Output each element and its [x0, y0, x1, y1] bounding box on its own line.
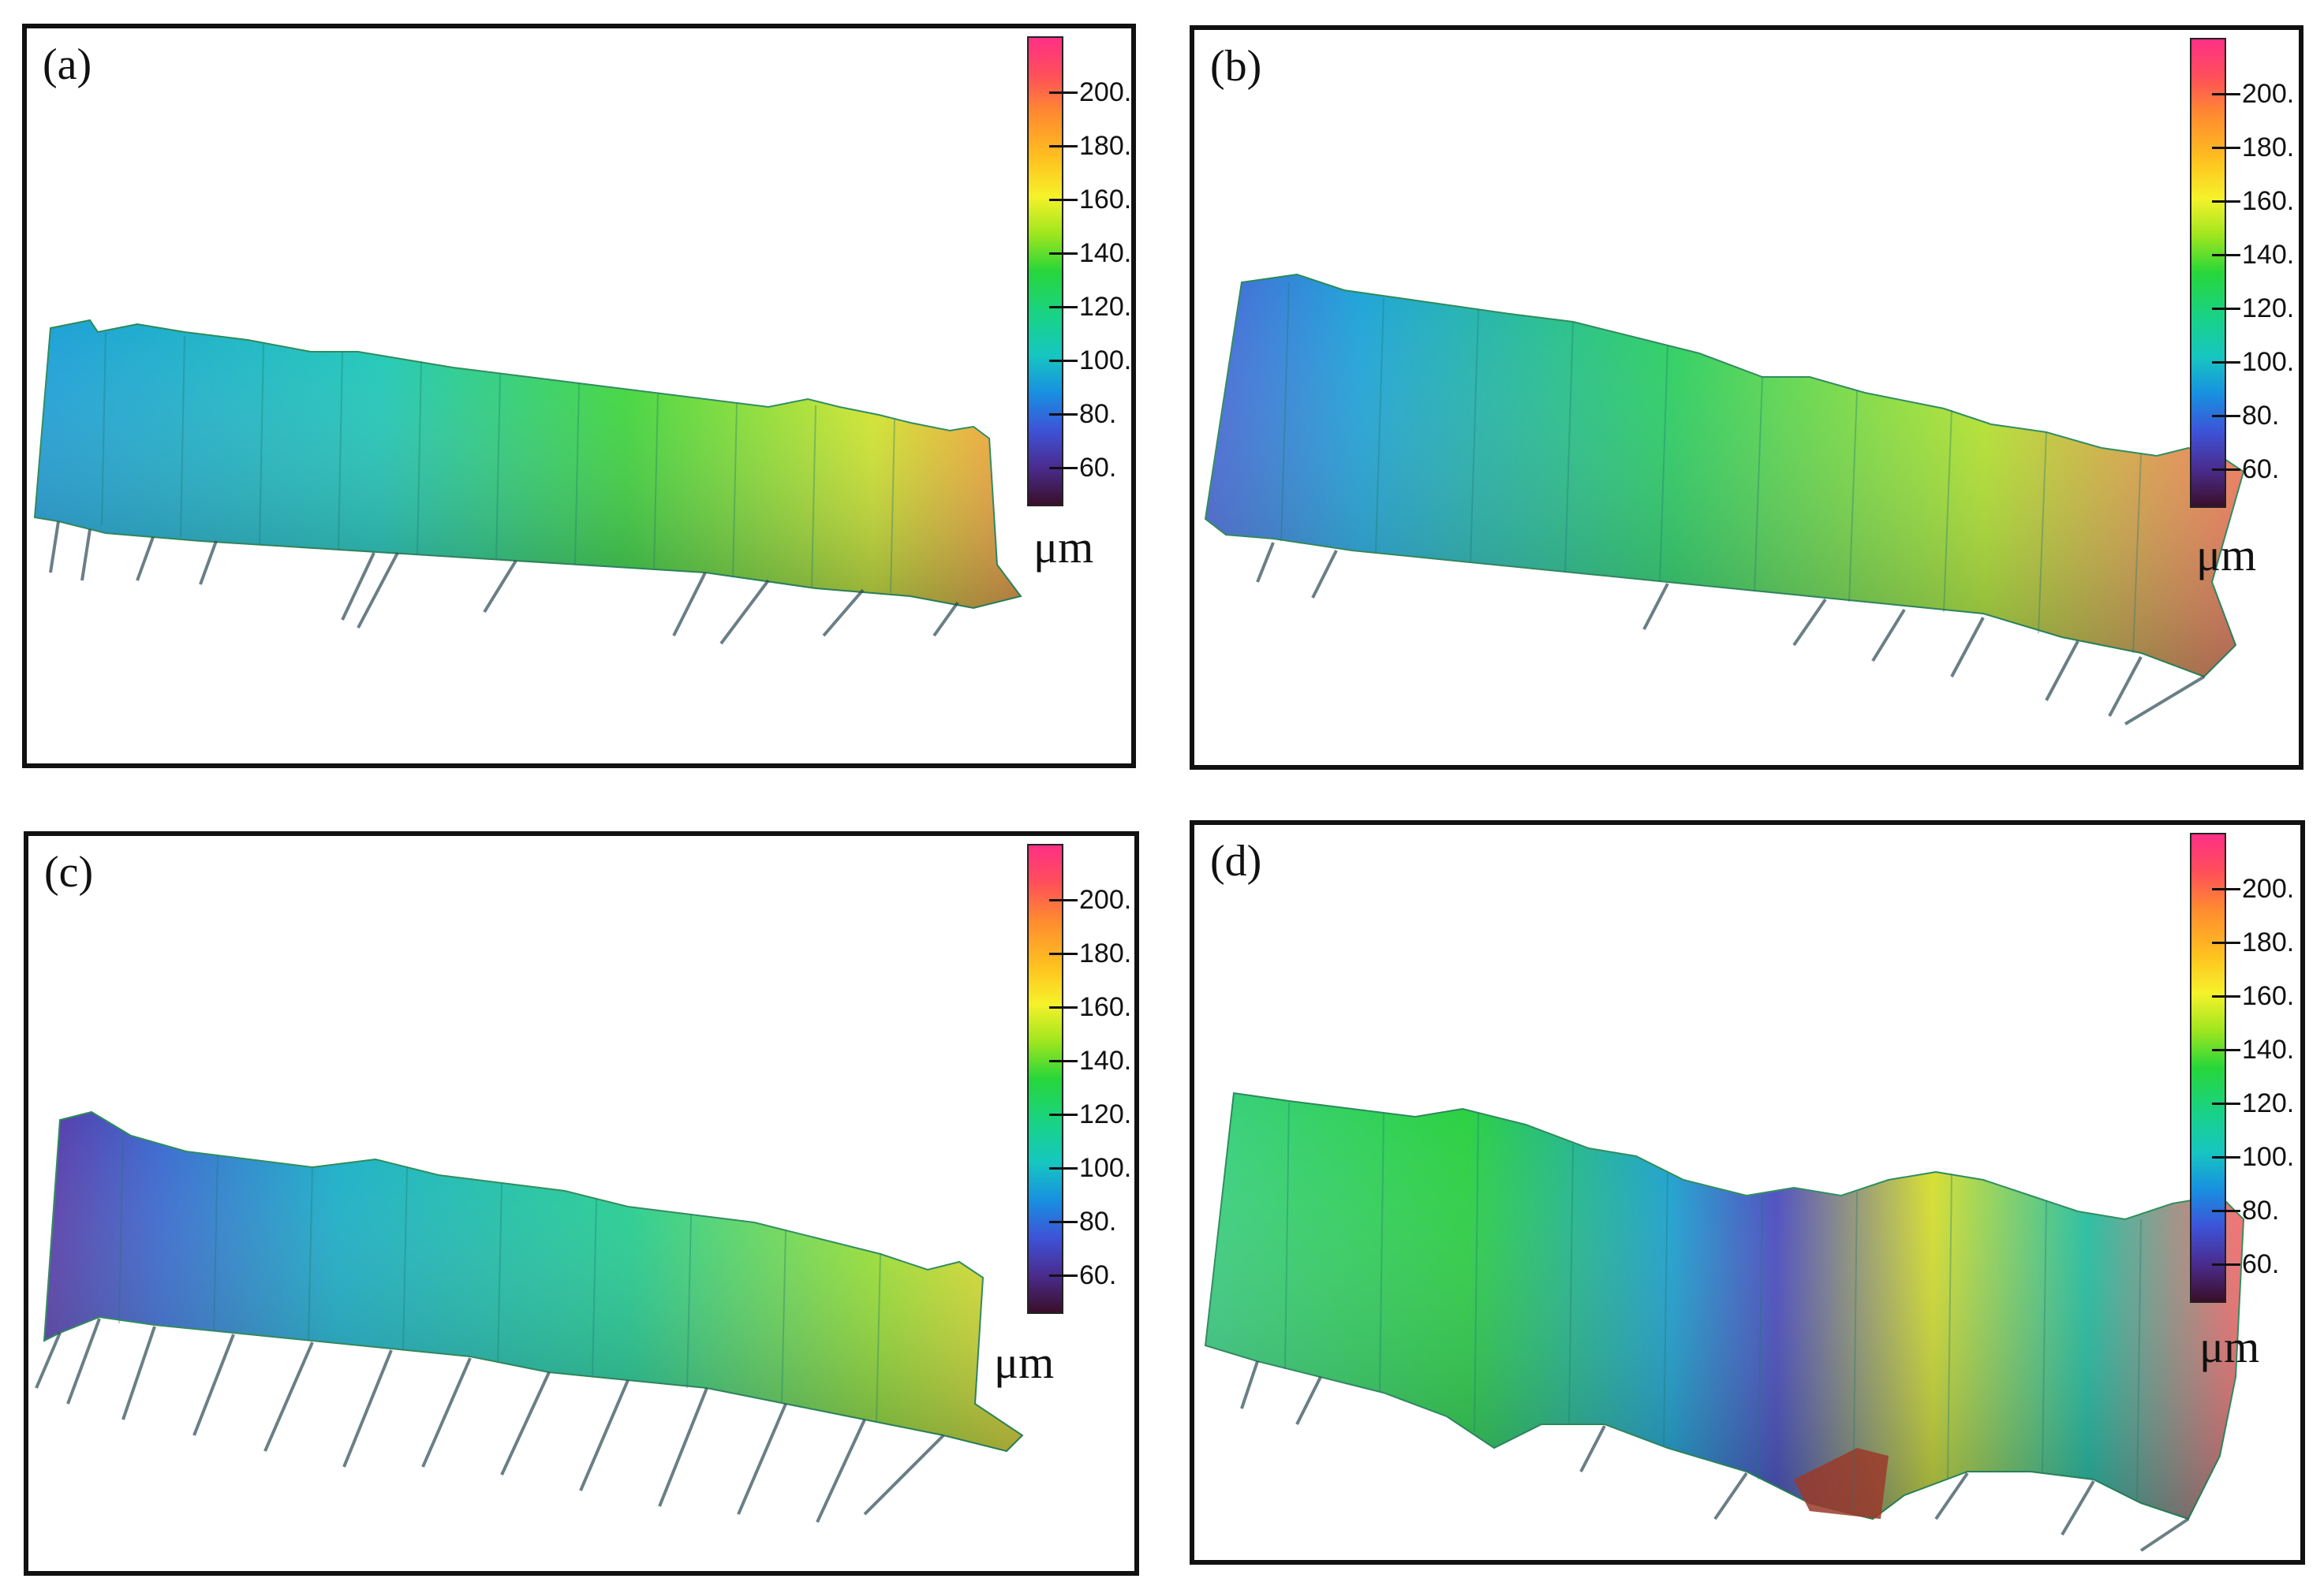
tick-label: 120.: [2242, 293, 2295, 323]
tick-label: 180.: [1079, 939, 1132, 968]
surface-plot-c: [35, 1110, 1024, 1523]
tick-label: 100.: [2242, 347, 2295, 377]
tick-label: 80.: [1079, 1207, 1117, 1237]
tick-label: 160.: [2242, 186, 2295, 216]
panel-label-c: (c): [44, 848, 94, 897]
surface-plot-a: [33, 319, 1022, 645]
tick-label: 160.: [1079, 992, 1132, 1022]
panel-c: (c) 200. 180. 160. 140. 120. 100. 80. 60…: [24, 831, 1139, 1576]
surface-plot-d: [1204, 1092, 2245, 1552]
tick-label: 200.: [1079, 77, 1132, 107]
unit-label-b: μm: [2196, 529, 2257, 580]
tick-label: 180.: [2242, 927, 2295, 957]
tick-label: 140.: [1079, 238, 1132, 268]
colorbar-gradient: [1027, 36, 1063, 506]
tick-label: 100.: [1079, 345, 1132, 375]
panel-label-d: (d): [1210, 837, 1262, 886]
tick-label: 140.: [2242, 240, 2295, 270]
panel-d: (d) 200. 180. 160. 140. 120. 100. 80. 60…: [1190, 820, 2305, 1565]
tick-label: 80.: [2242, 1196, 2280, 1226]
tick-label: 100.: [1079, 1153, 1132, 1183]
tick-label: 120.: [1079, 1099, 1132, 1129]
colorbar-gradient: [1027, 844, 1063, 1314]
tick-label: 200.: [2242, 874, 2295, 904]
tick-label: 120.: [1079, 292, 1132, 322]
surface-plot-b: [1204, 273, 2245, 726]
colorbar-gradient: [2190, 833, 2226, 1303]
tick-label: 180.: [1079, 131, 1132, 161]
tick-label: 120.: [2242, 1088, 2295, 1118]
tick-label: 60.: [2242, 1249, 2280, 1279]
tick-label: 160.: [1079, 185, 1132, 215]
panel-label-b: (b): [1210, 42, 1262, 91]
tick-label: 60.: [2242, 454, 2280, 484]
tick-label: 140.: [2242, 1035, 2295, 1065]
unit-label-a: μm: [1033, 521, 1094, 573]
tick-label: 200.: [1079, 885, 1132, 915]
tick-label: 60.: [1079, 453, 1117, 483]
panel-b: (b) 200. 180. 160. 140. 120. 100. 80. 60…: [1190, 25, 2303, 770]
unit-label-d: μm: [2199, 1321, 2260, 1372]
tick-label: 100.: [2242, 1142, 2295, 1172]
tick-label: 140.: [1079, 1046, 1132, 1076]
panel-label-a: (a): [43, 40, 92, 89]
tick-label: 80.: [2242, 401, 2280, 431]
tick-label: 160.: [2242, 981, 2295, 1011]
tick-label: 80.: [1079, 399, 1117, 429]
tick-label: 180.: [2242, 132, 2295, 162]
tick-label: 60.: [1079, 1260, 1117, 1290]
panel-a: (a) 200. 180. 160. 140. 120. 100. 80. 60…: [22, 24, 1136, 768]
tick-label: 200.: [2242, 79, 2295, 109]
unit-label-c: μm: [994, 1337, 1055, 1388]
colorbar-gradient: [2190, 38, 2226, 508]
